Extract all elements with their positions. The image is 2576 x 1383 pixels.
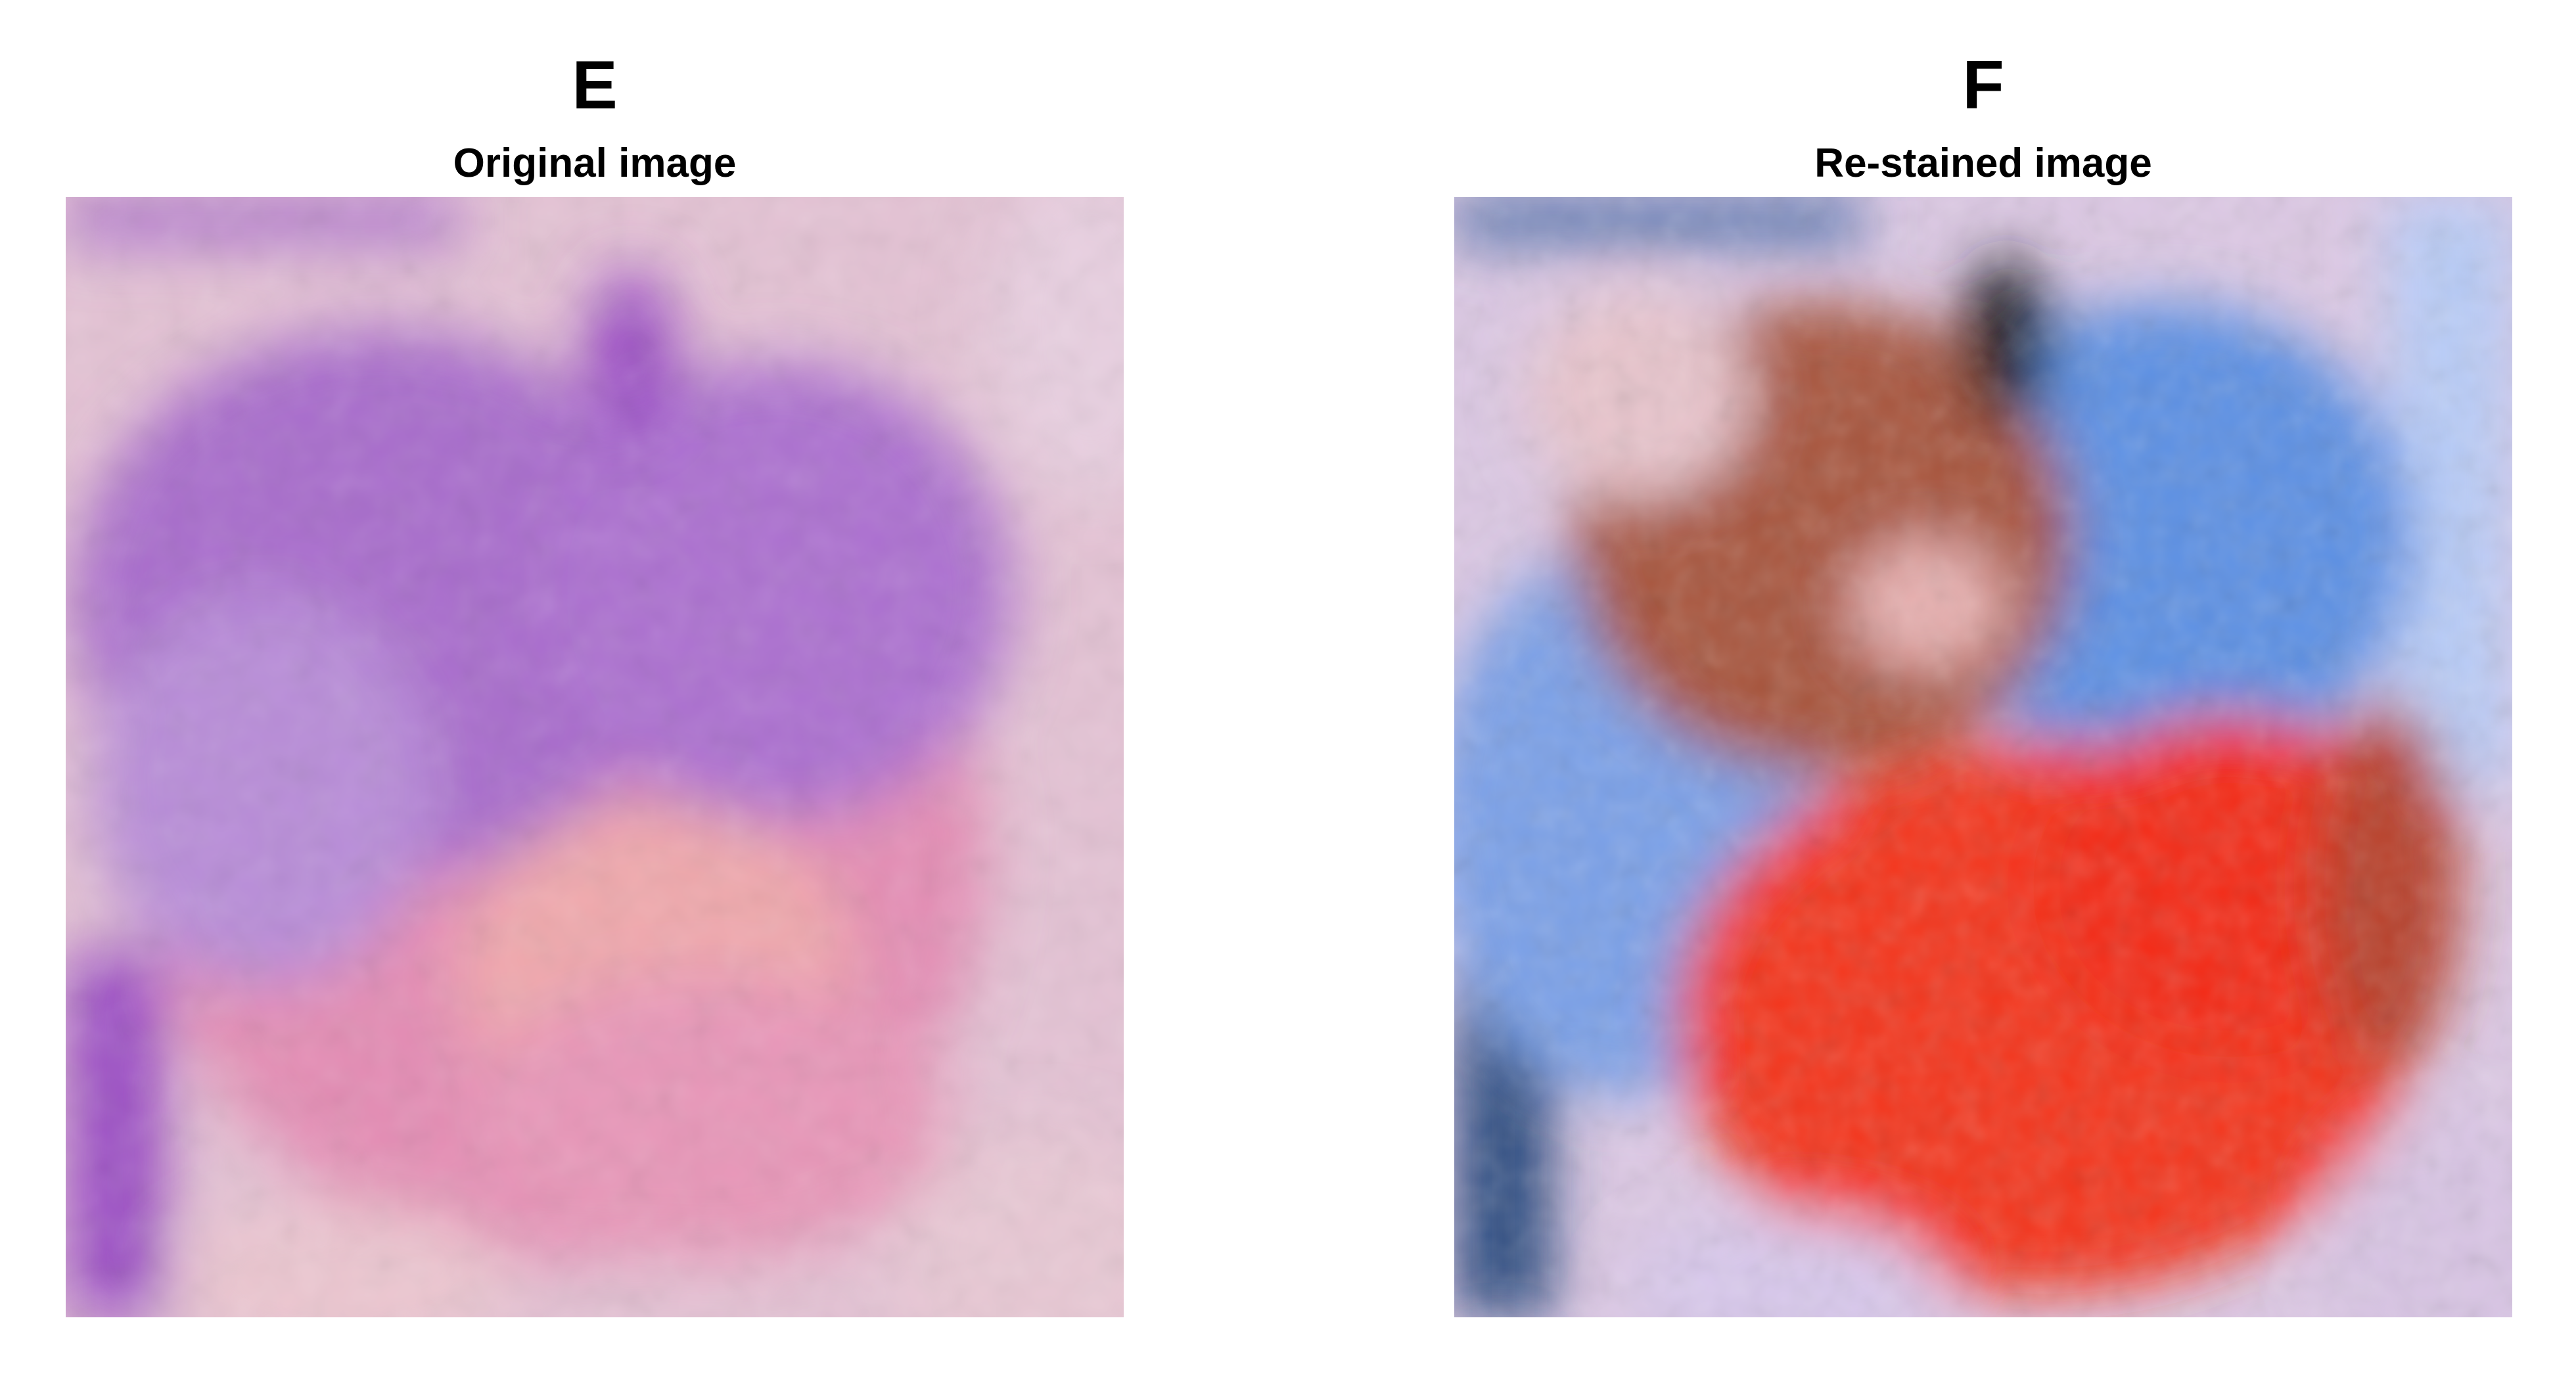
restained-image-canvas bbox=[1454, 197, 2512, 1317]
panel-letter-e: E bbox=[572, 47, 618, 124]
original-image bbox=[66, 197, 1124, 1317]
panel-letter-f: F bbox=[1962, 47, 2004, 124]
panel-subtitle-restained: Re-stained image bbox=[1814, 141, 2152, 186]
restained-image bbox=[1454, 197, 2512, 1317]
original-image-canvas bbox=[66, 197, 1124, 1317]
panel-subtitle-original: Original image bbox=[453, 141, 737, 186]
panel-restained: F Re-stained image bbox=[1454, 0, 2512, 1383]
panel-original: E Original image bbox=[66, 0, 1124, 1383]
